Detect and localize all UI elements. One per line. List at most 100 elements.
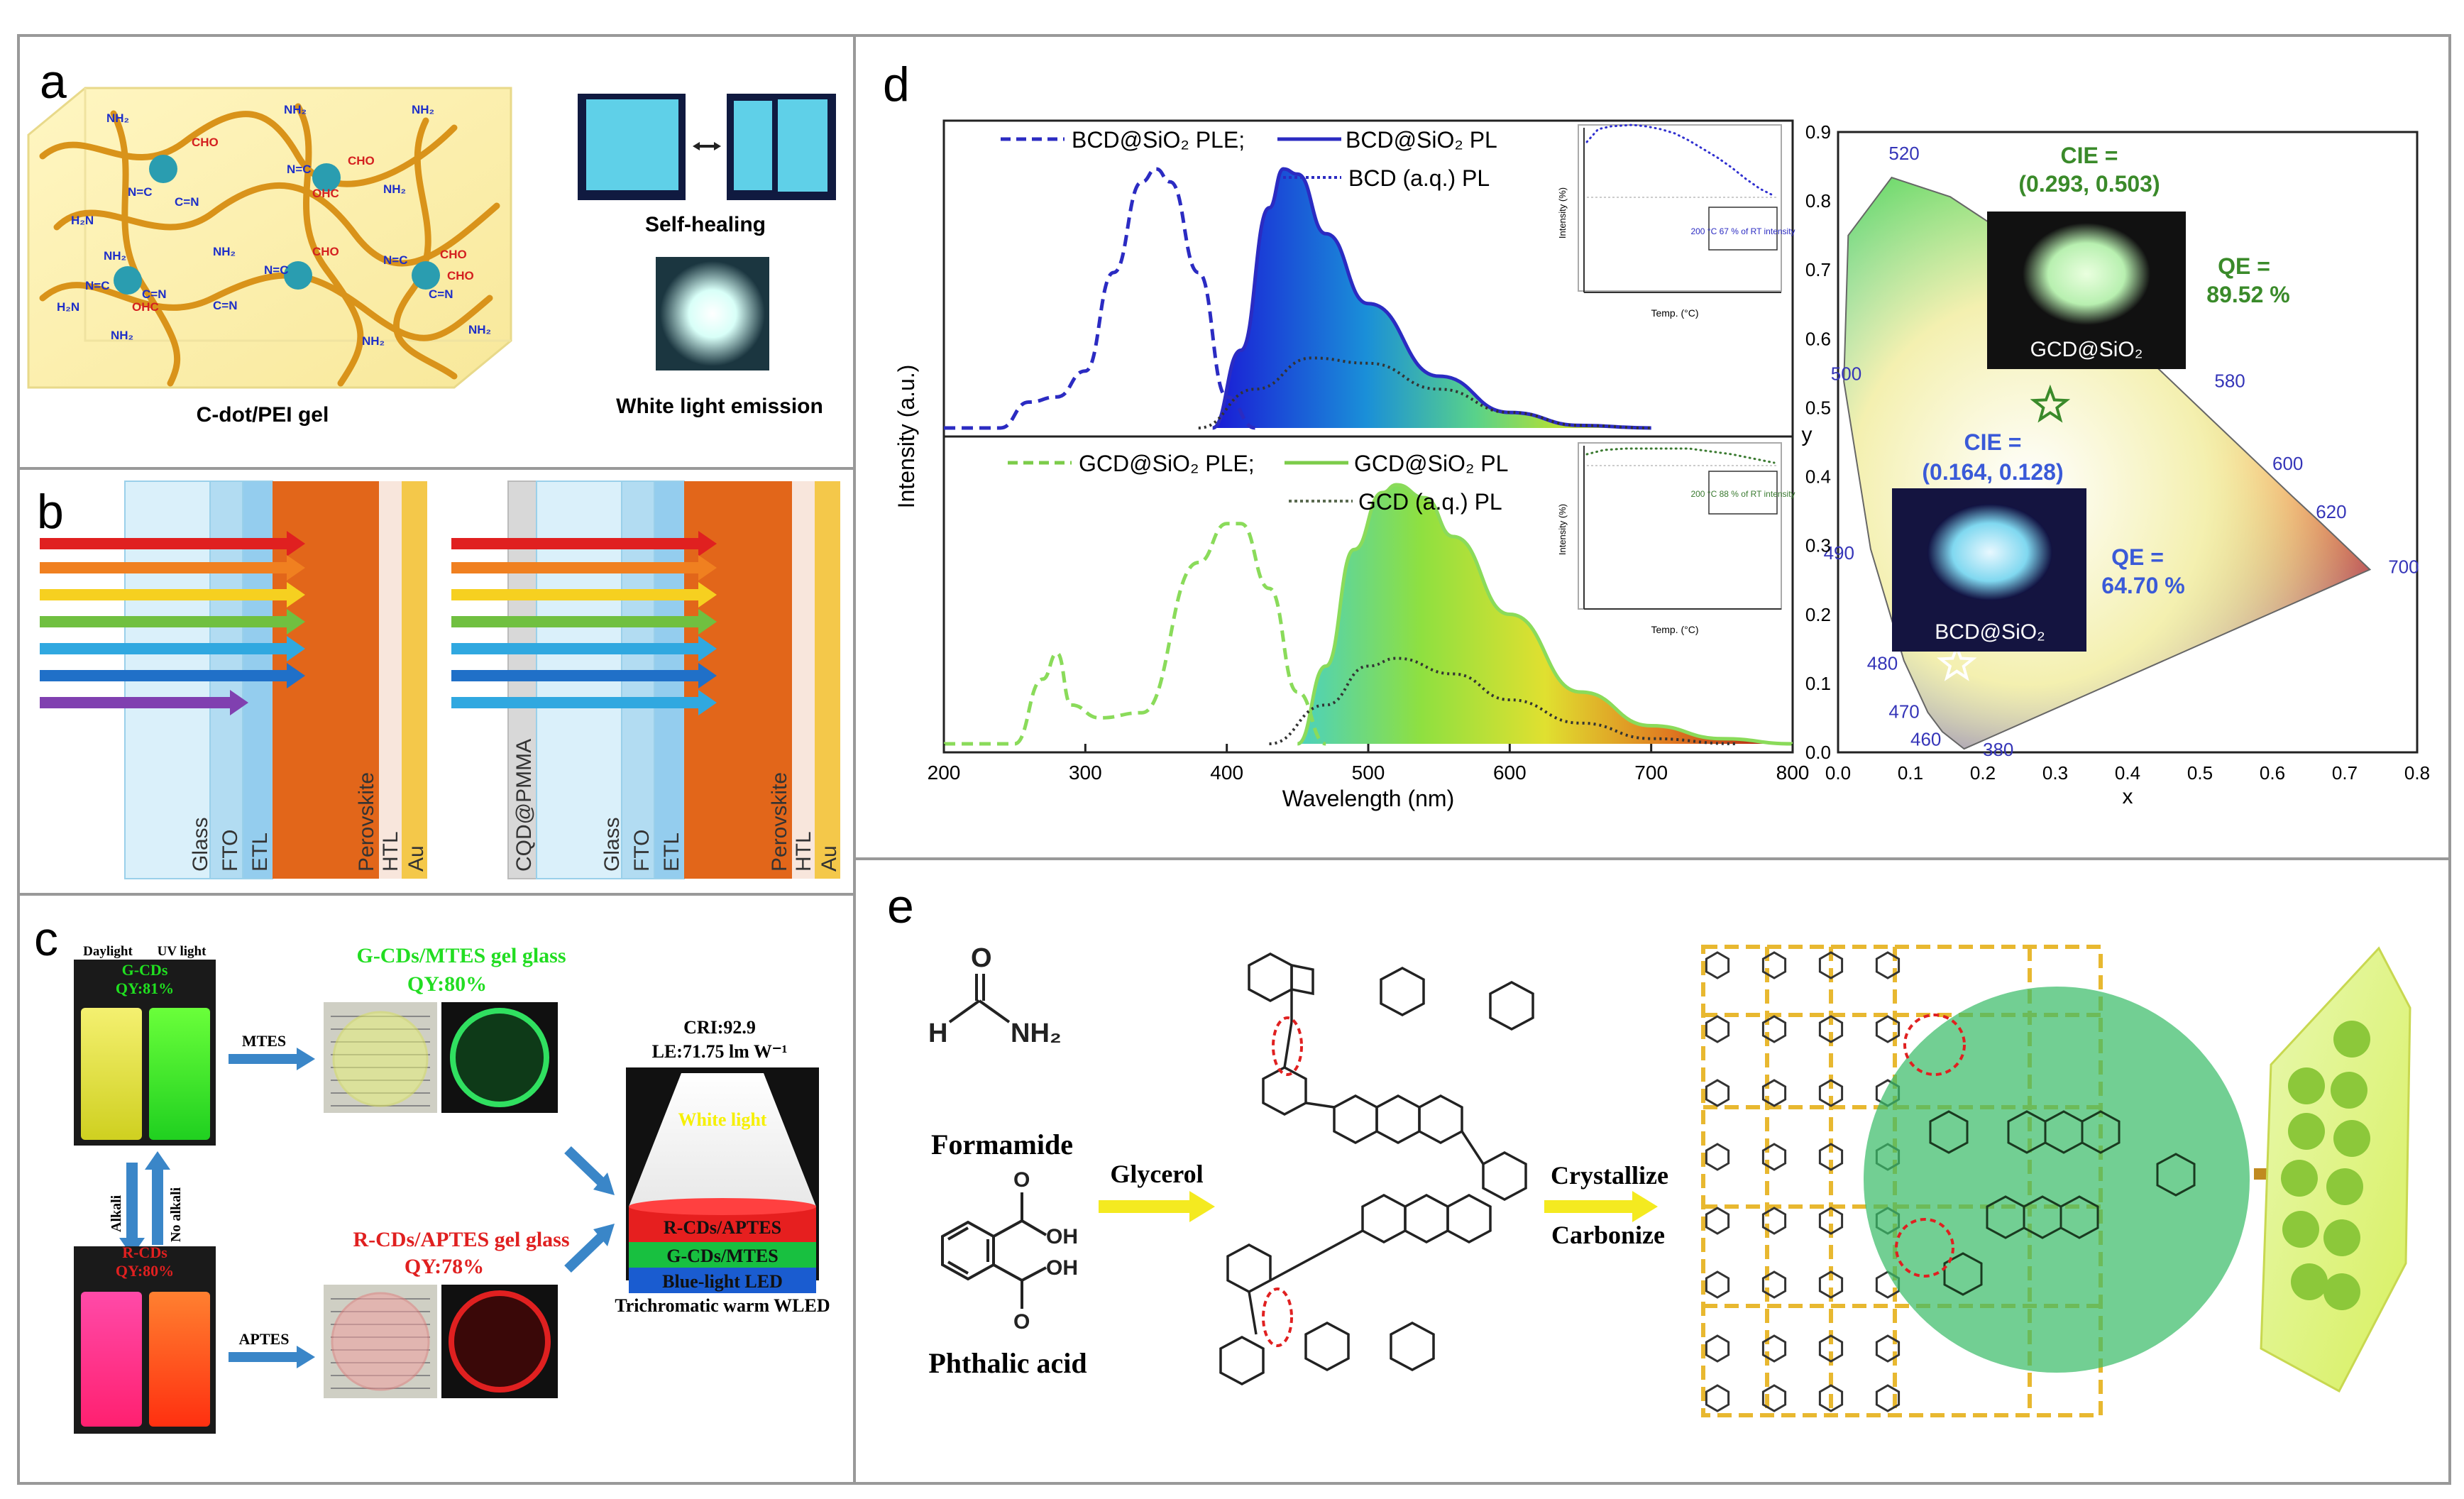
right-layer-perovskite: Perovskite (768, 772, 791, 872)
lattice-ring (1761, 1334, 1787, 1363)
white-light-caption: White light emission (616, 395, 823, 418)
spectra-xtick-label: 600 (1493, 762, 1527, 784)
right-layer-cqd: CQD@PMMA (512, 739, 536, 872)
lattice-ring (1761, 1384, 1787, 1412)
inset-bottom-note: 200 °C 88 % of RT intensity (1690, 489, 1795, 499)
cie-wavelength-label: 600 (2272, 453, 2303, 474)
cie-ytick-label: 0.8 (1805, 190, 1831, 212)
cie-xtick-label: 0.6 (2260, 762, 2285, 784)
spectrum-line-4 (1297, 483, 1793, 746)
cie-xtick-label: 0.5 (2187, 762, 2213, 784)
white-light-label: White light (678, 1109, 767, 1130)
self-healing-caption: Self-healing (645, 213, 766, 236)
crystal-lattice (1701, 945, 2250, 1417)
legend-gcd-pl: GCD@SiO₂ PL (1354, 451, 1508, 476)
lattice-ring (1818, 951, 1844, 979)
panel-d-letter: d (883, 57, 910, 111)
lattice-ring (1818, 1207, 1844, 1235)
svg-text:N=C: N=C (128, 185, 152, 199)
legend-gcd-aq: GCD (a.q.) PL (1358, 489, 1502, 515)
cie-xtick-label: 0.7 (2332, 762, 2358, 784)
cie-xtick-label: 0.0 (1825, 762, 1851, 784)
inset-bottom-xlabel: Temp. (°C) (1651, 624, 1698, 635)
cie-wavelength-label: 700 (2388, 556, 2419, 578)
svg-text:NH₂: NH₂ (362, 334, 385, 348)
gel-caption: C-dot/PEI gel (197, 403, 329, 427)
wled-caption: Trichromatic warm WLED (615, 1295, 830, 1316)
gcd-cie-value: (0.293, 0.503) (2018, 171, 2160, 197)
svg-text:CHO: CHO (192, 136, 219, 149)
svg-text:CHO: CHO (348, 154, 375, 168)
lattice-ring (1761, 1079, 1787, 1107)
svg-text:N=C: N=C (383, 253, 407, 267)
svg-text:NH₂: NH₂ (213, 245, 236, 258)
panel-e-letter: e (887, 879, 914, 933)
inset-top-ylabel: Intensity (%) (1557, 187, 1568, 238)
bcd-cie-value: (0.164, 0.128) (1922, 459, 2063, 485)
legend-bcd-aq: BCD (a.q.) PL (1348, 165, 1490, 191)
lattice-ring (1705, 1384, 1730, 1412)
crystallize-label: Crystallize (1551, 1161, 1668, 1190)
spectra-xlabel: Wavelength (nm) (1282, 786, 1454, 811)
lattice-ring (1705, 951, 1730, 979)
lattice-ring (1818, 1015, 1844, 1043)
le-label: LE:71.75 lm W⁻¹ (652, 1041, 788, 1062)
svg-text:N=C: N=C (264, 263, 288, 277)
rcds-label: R-CDs (122, 1243, 167, 1261)
lattice-ring (1705, 1334, 1730, 1363)
lattice-ring (1875, 1384, 1901, 1412)
panel-c-letter: c (34, 912, 58, 966)
panel-a-letter: a (40, 55, 67, 109)
bcd-sample-label: BCD@SiO₂ (1935, 620, 2045, 644)
phthalic-structure (941, 1192, 1047, 1309)
phthalic-o1: O (1013, 1168, 1030, 1192)
lattice-ring (1705, 1270, 1730, 1299)
lattice-ring (1761, 1143, 1787, 1171)
svg-text:H₂N: H₂N (71, 214, 94, 227)
cie-ytick-label: 0.2 (1805, 604, 1831, 625)
svg-text:OHC: OHC (132, 300, 159, 314)
wled-device (626, 1067, 819, 1293)
mtes-label: MTES (242, 1032, 286, 1050)
vials-green (74, 960, 216, 1146)
svg-text:C=N: C=N (429, 287, 453, 301)
gcd-cie-title: CIE = (2061, 143, 2118, 168)
cie-ylabel: y (1802, 423, 1813, 446)
cie-wavelength-label: 620 (2316, 501, 2346, 522)
glycerol-arrow (1099, 1191, 1215, 1222)
lattice-ring (1761, 1015, 1787, 1043)
spectra-xtick-label: 500 (1352, 762, 1385, 784)
svg-text:NH₂: NH₂ (106, 111, 129, 125)
g-glass-photos (324, 1002, 558, 1113)
lattice-ring (1875, 951, 1901, 979)
bcd-cie-title: CIE = (1964, 429, 2022, 455)
cie-wavelength-label: 500 (1831, 363, 1861, 385)
carbonize-label: Carbonize (1551, 1221, 1665, 1249)
svg-text:NH₂: NH₂ (111, 329, 133, 342)
spectrum-line-1 (1211, 167, 1651, 430)
formamide-h: H (928, 1018, 947, 1048)
spectra-plot: 200 300 400 500 600 700 800 (928, 119, 1809, 784)
lattice-ring (1818, 1270, 1844, 1299)
right-layer-etl: ETL (660, 833, 683, 872)
gcd-sample-photo (1987, 212, 2186, 369)
gcds-label: G-CDs (122, 961, 168, 979)
process-arrows-c (229, 1048, 615, 1368)
spectra-ylabel: Intensity (a.u.) (893, 365, 919, 509)
svg-text:H₂N: H₂N (57, 300, 79, 314)
cie-xlabel: x (2123, 785, 2133, 808)
lattice-ring (1761, 1270, 1787, 1299)
glycerol-label: Glycerol (1110, 1160, 1203, 1188)
right-layer-htl: HTL (792, 831, 815, 872)
lattice-ring (1705, 1079, 1730, 1107)
r-glass-title: R-CDs/APTES gel glass (353, 1228, 569, 1251)
r-glass-qy: QY:78% (405, 1255, 484, 1278)
cie-wavelength-label: 470 (1888, 701, 1919, 722)
spectra-xtick-label: 700 (1634, 762, 1668, 784)
lattice-ring (1875, 1334, 1901, 1363)
svg-text:N=C: N=C (85, 279, 109, 292)
cie-wavelength-label: 380 (1983, 739, 2013, 760)
lattice-ring (1818, 1384, 1844, 1412)
light-arrows-right (451, 531, 717, 715)
phthalic-o2: O (1013, 1310, 1030, 1334)
